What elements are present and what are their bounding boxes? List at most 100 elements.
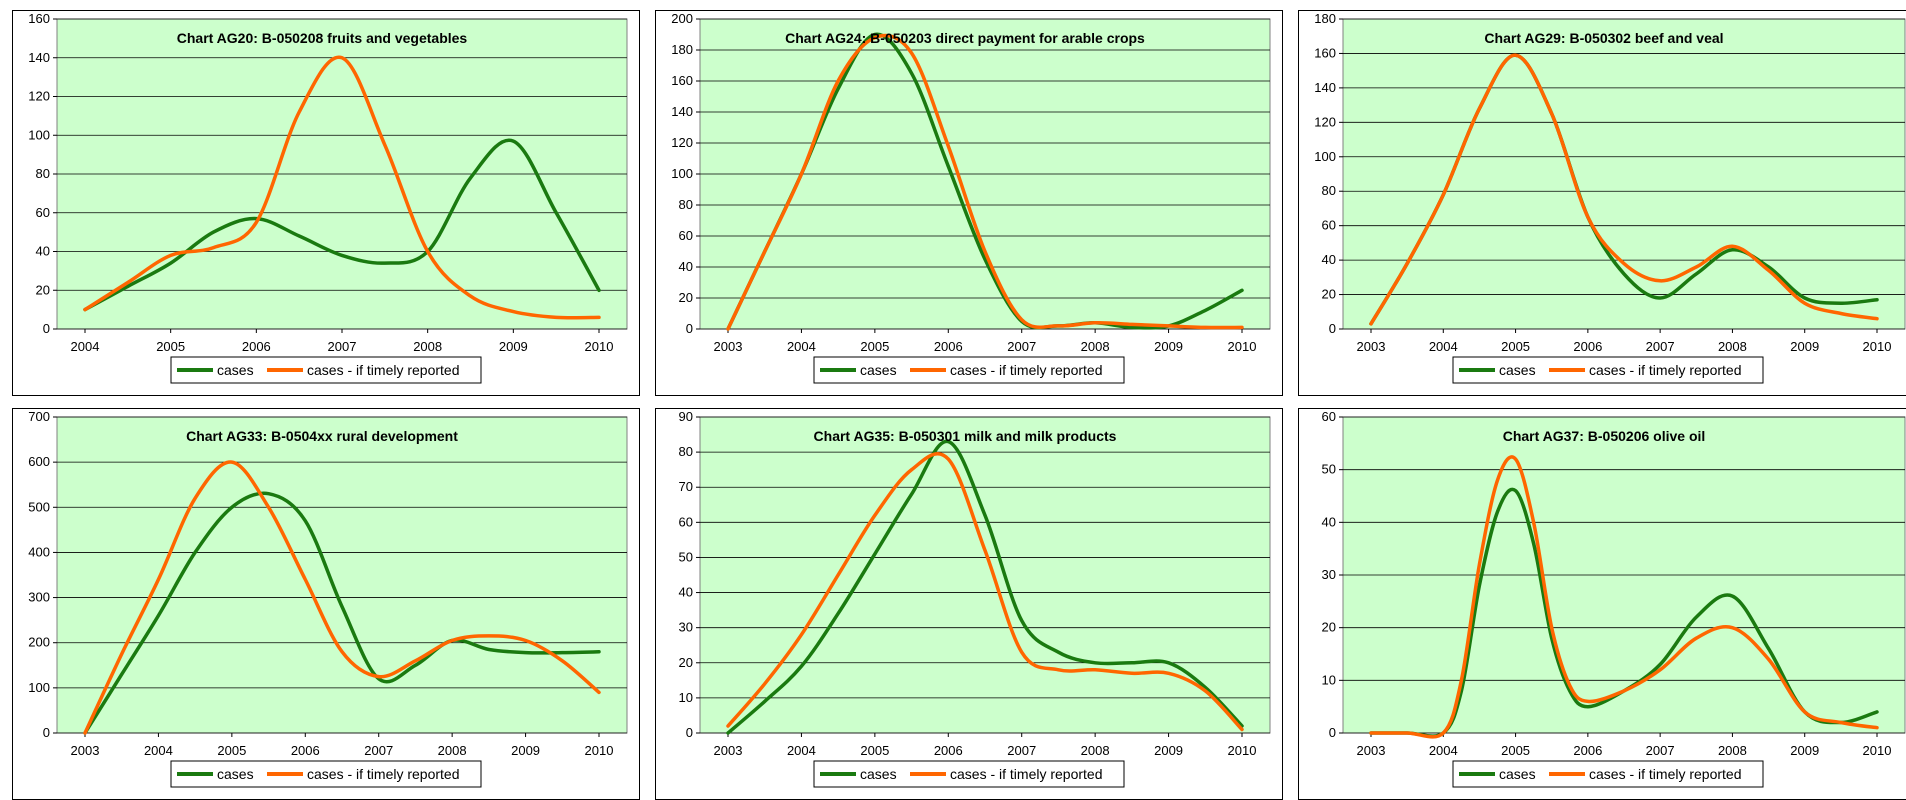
x-tick-label: 2009 xyxy=(1790,743,1819,758)
chart-ag35: 0 10 20 30 40 50 60 70 80 90 2003 2004 2005 2006 2007 2… xyxy=(679,409,1271,788)
y-tick-label: 600 xyxy=(28,454,50,469)
x-tick-label: 2009 xyxy=(511,743,540,758)
y-tick-label: 20 xyxy=(1322,287,1336,302)
chart-ag29: 0 20 40 60 80 100 120 140 160 180 2003 2004 2005 2006… xyxy=(1314,11,1906,384)
y-tick-label: 10 xyxy=(1322,672,1336,687)
series-line-cases-timely xyxy=(1369,455,1879,739)
y-tick-label: 100 xyxy=(671,166,693,181)
series-line-cases-timely xyxy=(1369,53,1879,326)
y-tick-label: 10 xyxy=(679,690,693,705)
y-tick-label: 200 xyxy=(671,11,693,26)
x-tick-label: 2007 xyxy=(328,339,357,354)
y-tick-label: 400 xyxy=(28,544,50,559)
chart-panel-ag24: 0 20 40 60 80 100 120 140 160 180 200 2003 2004 2005 2… xyxy=(655,10,1283,396)
legend-box xyxy=(813,760,1125,788)
chart-ag20: 0 20 40 60 80 100 120 140 160 2004 2005 2006 2007 200… xyxy=(28,11,628,384)
y-tick-label: 0 xyxy=(1329,725,1336,740)
x-tick-label: 2003 xyxy=(71,743,100,758)
y-tick-label: 50 xyxy=(679,549,693,564)
x-tick-label: 2005 xyxy=(1501,339,1530,354)
x-tick-label: 2008 xyxy=(438,743,467,758)
legend: cases cases - if timely reported xyxy=(1452,356,1764,384)
y-tick-label: 700 xyxy=(28,409,50,424)
legend: cases cases - if timely reported xyxy=(813,356,1125,384)
y-tick-label: 60 xyxy=(1322,218,1336,233)
y-tick-label: 140 xyxy=(28,50,50,65)
y-tick-label: 120 xyxy=(671,135,693,150)
y-tick-label: 160 xyxy=(28,11,50,26)
x-tick-label: 2008 xyxy=(1081,339,1110,354)
y-tick-label: 40 xyxy=(679,585,693,600)
legend-label-cases: cases xyxy=(217,766,254,782)
x-tick-label: 2005 xyxy=(156,339,185,354)
x-tick-label: 2006 xyxy=(291,743,320,758)
legend-box xyxy=(170,760,482,788)
x-tick-label: 2008 xyxy=(413,339,442,354)
y-tick-label: 80 xyxy=(1322,183,1336,198)
legend-box xyxy=(1452,760,1764,788)
chart-panel-ag37: 0 10 20 30 40 50 60 2003 2004 2005 2006 2007 2008 200… xyxy=(1298,408,1906,800)
y-tick-label: 60 xyxy=(1322,409,1336,424)
x-tick-label: 2008 xyxy=(1081,743,1110,758)
x-tick-label: 2008 xyxy=(1718,743,1747,758)
y-tick-label: 90 xyxy=(679,409,693,424)
x-tick-label: 2006 xyxy=(934,339,963,354)
y-tick-label: 40 xyxy=(36,244,50,259)
chart-panel-ag35: 0 10 20 30 40 50 60 70 80 90 2003 2004 2005 2006 2007 2… xyxy=(655,408,1283,800)
x-tick-label: 2007 xyxy=(1007,339,1036,354)
x-tick-label: 2010 xyxy=(1863,743,1892,758)
x-tick-label: 2004 xyxy=(1429,743,1458,758)
x-tick-label: 2004 xyxy=(71,339,100,354)
y-tick-label: 0 xyxy=(43,321,50,336)
y-tick-label: 0 xyxy=(1329,321,1336,336)
chart-title: Chart AG35: B-050301 milk and milk produ… xyxy=(814,428,1117,444)
x-tick-label: 2004 xyxy=(787,743,816,758)
x-tick-label: 2007 xyxy=(364,743,393,758)
x-tick-label: 2009 xyxy=(1154,339,1183,354)
x-tick-label: 2004 xyxy=(1429,339,1458,354)
y-tick-label: 160 xyxy=(671,73,693,88)
x-tick-label: 2005 xyxy=(860,339,889,354)
x-tick-label: 2007 xyxy=(1646,743,1675,758)
legend-box xyxy=(1452,356,1764,384)
x-tick-label: 2003 xyxy=(1357,339,1386,354)
legend: cases cases - if timely reported xyxy=(170,356,482,384)
y-tick-label: 80 xyxy=(679,444,693,459)
legend: cases cases - if timely reported xyxy=(813,760,1125,788)
legend-label-cases: cases xyxy=(1499,766,1536,782)
x-tick-label: 2006 xyxy=(934,743,963,758)
x-tick-label: 2009 xyxy=(1790,339,1819,354)
y-tick-label: 60 xyxy=(36,205,50,220)
y-tick-label: 30 xyxy=(679,620,693,635)
y-tick-label: 0 xyxy=(43,725,50,740)
y-tick-label: 30 xyxy=(1322,567,1336,582)
y-tick-label: 40 xyxy=(1322,514,1336,529)
chart-ag37: 0 10 20 30 40 50 60 2003 2004 2005 2006 2007 2008 200… xyxy=(1322,409,1906,788)
series-line-cases-timely xyxy=(83,460,601,735)
chart-title: Chart AG24: B-050203 direct payment for … xyxy=(785,30,1145,46)
x-tick-label: 2010 xyxy=(1228,339,1257,354)
chart-panel-ag29: 0 20 40 60 80 100 120 140 160 180 2003 2004 2005 2006… xyxy=(1298,10,1906,396)
legend-label-timely: cases - if timely reported xyxy=(950,362,1103,378)
y-tick-label: 20 xyxy=(679,655,693,670)
y-tick-label: 20 xyxy=(36,282,50,297)
chart-title: Chart AG33: B-0504xx rural development xyxy=(186,428,458,444)
chart-panel-ag20: 0 20 40 60 80 100 120 140 160 2004 2005 2006 2007 200… xyxy=(12,10,640,396)
x-tick-label: 2006 xyxy=(242,339,271,354)
y-tick-label: 180 xyxy=(1314,11,1336,26)
y-tick-label: 60 xyxy=(679,514,693,529)
x-tick-label: 2010 xyxy=(585,339,614,354)
x-tick-label: 2004 xyxy=(787,339,816,354)
y-tick-label: 140 xyxy=(1314,80,1336,95)
y-tick-label: 80 xyxy=(679,197,693,212)
legend-label-cases: cases xyxy=(1499,362,1536,378)
y-tick-label: 140 xyxy=(671,104,693,119)
y-tick-label: 0 xyxy=(686,725,693,740)
x-tick-label: 2009 xyxy=(499,339,528,354)
x-tick-label: 2005 xyxy=(1501,743,1530,758)
y-tick-label: 120 xyxy=(1314,114,1336,129)
plot-area xyxy=(1342,18,1906,330)
x-tick-label: 2003 xyxy=(1357,743,1386,758)
y-tick-label: 60 xyxy=(679,228,693,243)
y-tick-label: 20 xyxy=(1322,620,1336,635)
